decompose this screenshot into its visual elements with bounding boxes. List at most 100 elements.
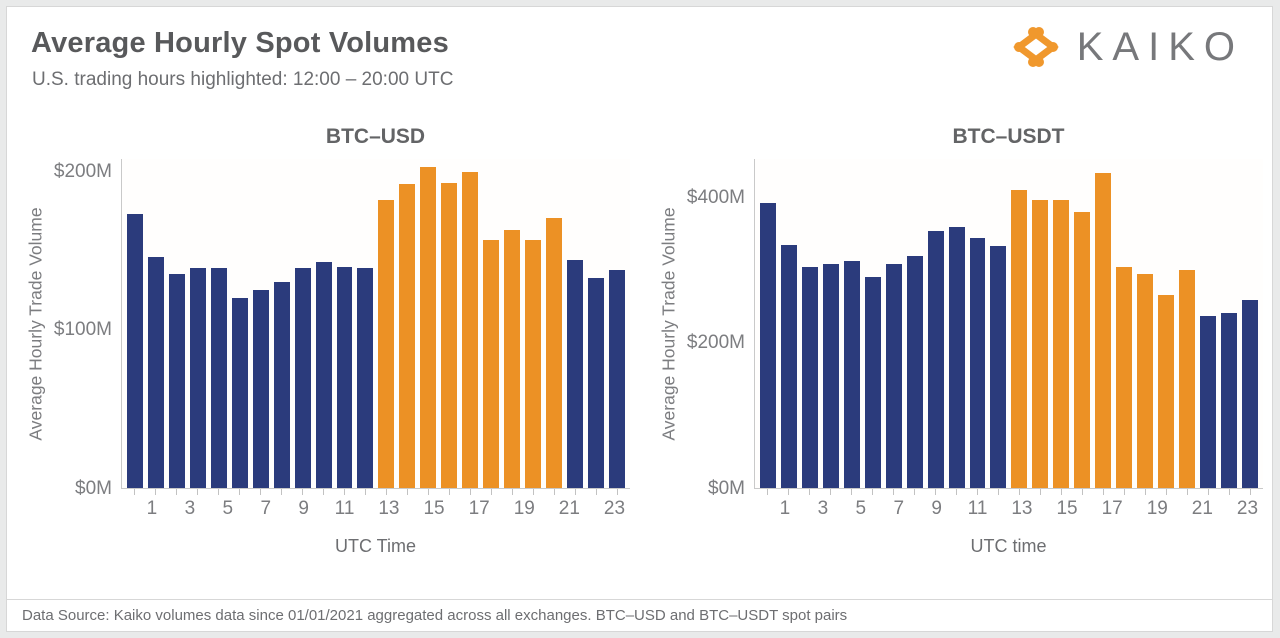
x-axis-title: UTC time (970, 536, 1047, 556)
x-tick-label (1218, 496, 1232, 522)
page-subtitle: U.S. trading hours highlighted: 12:00 – … (32, 69, 454, 90)
bar-hour-10 (969, 238, 986, 488)
x-tick-mark (301, 489, 303, 495)
x-tick-label (540, 496, 554, 522)
x-tick-slot (927, 489, 943, 496)
x-tick-slot (609, 489, 625, 496)
x-tick-label: 15 (423, 498, 445, 519)
x-tick-slot (483, 489, 499, 496)
bar-hour-17 (1116, 266, 1133, 488)
x-tick-mark (175, 489, 177, 495)
bar-hour-23 (1241, 299, 1258, 488)
y-tick-label: $400M (686, 186, 745, 208)
x-tick-mark (1123, 489, 1125, 495)
x-tick-slot (1116, 489, 1132, 496)
y-axis-title-text: Average Hourly Trade Volume (25, 207, 46, 441)
x-tick-mark (955, 489, 957, 495)
x-tick-label (1038, 496, 1052, 522)
x-tick-slot (210, 489, 226, 496)
x-tick-label (911, 496, 925, 522)
x-tick-label: 15 (1056, 498, 1078, 519)
bar-hour-12 (1011, 190, 1028, 488)
y-tick-label: $200M (686, 332, 745, 354)
x-tick-mark (238, 489, 240, 495)
x-tick-mark (1039, 489, 1041, 495)
x-tick-slot (780, 489, 796, 496)
bar-hour-2 (801, 266, 818, 488)
x-tick-label (1128, 496, 1142, 522)
x-tick-slot (231, 489, 247, 496)
x-tick-label: 9 (298, 498, 309, 519)
x-tick-slot (843, 489, 859, 496)
x-tick-slot (525, 489, 541, 496)
chart-title: BTC–USDT (952, 125, 1065, 148)
x-tick-label: 5 (222, 498, 234, 519)
x-axis-tick-labels: 1 3 5 7 9 11 13 15 17 19 21 23 (121, 496, 630, 522)
x-tick-label: 1 (779, 498, 791, 519)
x-tick-slot (759, 489, 775, 496)
bar-hour-1 (780, 244, 797, 488)
x-tick-label (495, 496, 509, 522)
x-axis-title: UTC Time (335, 536, 416, 556)
x-tick-mark (1060, 489, 1062, 495)
x-tick-slot (864, 489, 880, 496)
page-title: Average Hourly Spot Volumes (31, 27, 449, 59)
x-tick-label (835, 496, 849, 522)
x-tick-label: 5 (855, 498, 867, 519)
x-tick-slot (546, 489, 562, 496)
x-tick-mark (553, 489, 555, 495)
x-tick-slot (420, 489, 436, 496)
x-tick-label: 3 (184, 498, 196, 519)
bar-hour-23 (608, 269, 625, 488)
bar-hour-22 (1220, 312, 1237, 488)
x-tick-label: 7 (893, 498, 905, 519)
x-tick-slot (336, 489, 352, 496)
bar-hour-11 (990, 246, 1007, 488)
x-tick-slot (801, 489, 817, 496)
x-tick-slot (588, 489, 604, 496)
x-tick-mark (133, 489, 135, 495)
bar-hour-6 (252, 290, 269, 488)
x-tick-label (359, 496, 373, 522)
x-tick-mark (574, 489, 576, 495)
x-tick-mark (871, 489, 873, 495)
x-tick-mark (469, 489, 471, 495)
x-tick-mark (490, 489, 492, 495)
x-tick-slot (990, 489, 1006, 496)
y-axis-title: Average Hourly Trade Volume (656, 159, 682, 489)
x-tick-label: 11 (967, 498, 988, 519)
x-tick-mark (934, 489, 936, 495)
bar-hour-4 (843, 261, 860, 488)
bar-hour-5 (864, 277, 881, 488)
plot-area (121, 159, 630, 489)
header: Average Hourly Spot Volumes U.S. trading… (7, 7, 1272, 119)
x-tick-label (949, 496, 963, 522)
x-tick-label: 17 (1101, 498, 1123, 519)
bar-hour-22 (587, 277, 604, 488)
x-tick-mark (385, 489, 387, 495)
x-tick-label: 17 (468, 498, 490, 519)
bar-hour-9 (948, 227, 965, 488)
bar-hour-8 (927, 230, 944, 488)
x-tick-mark (511, 489, 513, 495)
x-tick-label: 19 (513, 498, 535, 519)
bar-hour-4 (210, 268, 227, 488)
x-tick-label: 1 (146, 498, 158, 519)
x-tick-slot (1011, 489, 1027, 496)
x-tick-slot (1137, 489, 1153, 496)
x-tick-slot (126, 489, 142, 496)
x-tick-label (992, 496, 1006, 522)
bar-hour-3 (189, 268, 206, 488)
y-tick-label: $100M (53, 319, 112, 341)
x-tick-slot (1242, 489, 1258, 496)
x-tick-label (759, 496, 773, 522)
bar-hour-21 (1200, 315, 1216, 488)
x-tick-label (278, 496, 292, 522)
bar-hour-6 (885, 263, 902, 488)
x-tick-slot (567, 489, 583, 496)
x-tick-label: 11 (334, 498, 355, 519)
x-tick-slot (252, 489, 268, 496)
bar-hour-12 (378, 200, 395, 488)
y-axis-title: Average Hourly Trade Volume (23, 159, 49, 489)
bar-hour-20 (546, 217, 563, 488)
